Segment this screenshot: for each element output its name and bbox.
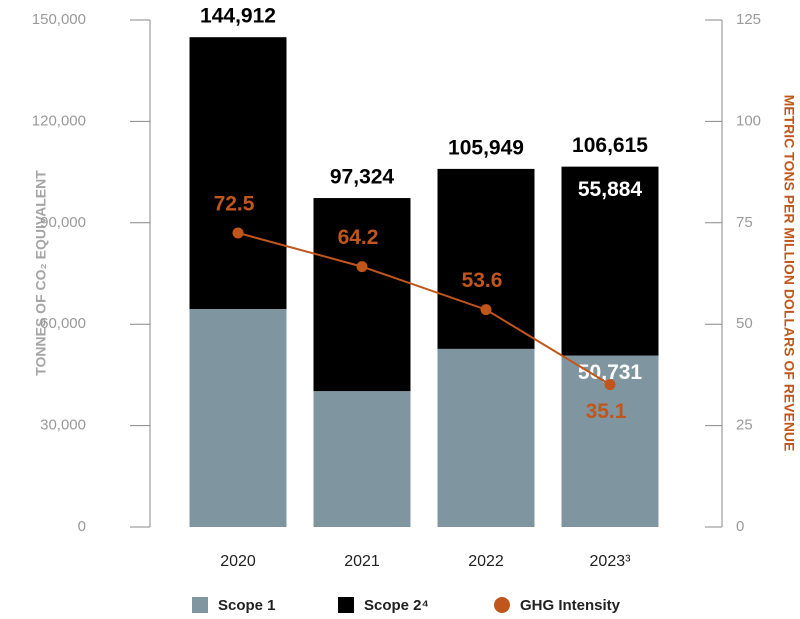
line-value-label: 35.1	[586, 400, 627, 423]
y-tick-label: 60,000	[40, 315, 86, 332]
y2-tick-label: 125	[736, 11, 761, 28]
y-tick-label: 0	[78, 518, 86, 535]
legend-label: GHG Intensity	[520, 597, 621, 614]
line-point	[480, 304, 492, 316]
legend-label: Scope 2⁴	[364, 597, 429, 614]
y2-tick-label: 75	[736, 214, 753, 231]
x-tick-label: 2023³	[590, 553, 632, 570]
legend-label: Scope 1	[218, 597, 276, 614]
line-point	[604, 379, 616, 391]
bar-segment	[189, 37, 287, 309]
bar-segment	[437, 168, 535, 349]
y2-axis-label: METRIC TONS PER MILLION DOLLARS OF REVEN…	[781, 95, 797, 452]
y2-tick-label: 25	[736, 417, 753, 434]
bar-segment	[313, 198, 411, 392]
total-label: 105,949	[448, 136, 524, 159]
y2-tick-label: 0	[736, 518, 744, 535]
legend-marker	[192, 597, 208, 613]
total-label: 97,324	[330, 166, 395, 189]
line-point	[232, 227, 244, 239]
value-label: 55,884	[578, 178, 643, 201]
total-label: 106,615	[572, 134, 648, 157]
y-tick-label: 90,000	[40, 214, 86, 231]
x-tick-label: 2022	[468, 553, 504, 570]
bar-segment	[437, 348, 535, 527]
bar-segment	[561, 166, 659, 356]
total-label: 144,912	[200, 5, 276, 28]
value-label: 50,731	[578, 361, 643, 384]
line-value-label: 53.6	[462, 269, 503, 292]
line-value-label: 72.5	[214, 192, 255, 215]
line-value-label: 64.2	[338, 226, 379, 249]
y2-tick-label: 100	[736, 112, 761, 129]
line-point	[356, 261, 368, 273]
y-tick-label: 30,000	[40, 417, 86, 434]
y-axis-label: TONNES OF CO₂ EQUIVALENT	[33, 170, 49, 376]
x-tick-label: 2021	[344, 553, 380, 570]
legend-marker	[494, 597, 510, 613]
y-tick-label: 150,000	[32, 11, 86, 28]
line	[237, 231, 611, 386]
bar-segment	[313, 391, 411, 527]
y2-tick-label: 50	[736, 315, 753, 332]
bar-segment	[189, 308, 287, 527]
x-tick-label: 2020	[220, 553, 256, 570]
y-tick-label: 120,000	[32, 112, 86, 129]
legend-marker	[338, 597, 354, 613]
